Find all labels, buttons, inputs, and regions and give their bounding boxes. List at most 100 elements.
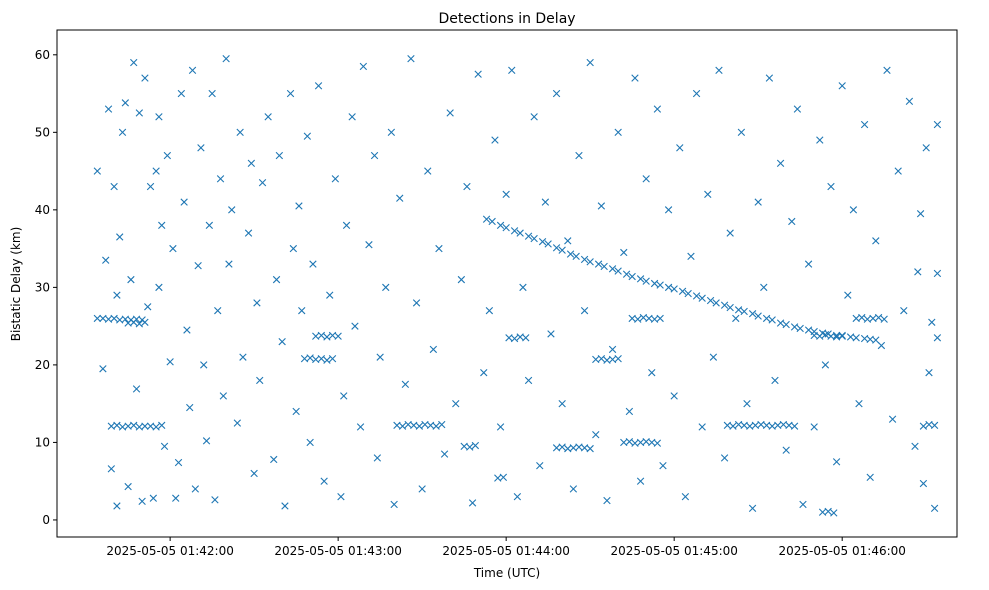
point-noise-51 bbox=[236, 128, 244, 137]
point-noise-156 bbox=[760, 283, 768, 292]
point-noise-187 bbox=[922, 144, 930, 152]
point-noise-35 bbox=[188, 66, 197, 75]
point-target-track-39 bbox=[754, 312, 762, 320]
point-noise-26 bbox=[163, 151, 172, 160]
point-target-track-2 bbox=[496, 221, 505, 230]
point-noise-30 bbox=[174, 458, 183, 467]
point-noise-109 bbox=[496, 423, 505, 431]
point-noise-150 bbox=[726, 229, 734, 237]
point-noise-105 bbox=[474, 70, 482, 78]
point-clutter-bands-94 bbox=[874, 313, 883, 322]
y-tick-label: 30 bbox=[35, 280, 50, 294]
point-clutter-bands-27 bbox=[323, 356, 331, 364]
point-noise-183 bbox=[911, 442, 919, 450]
point-noise-22 bbox=[155, 283, 163, 292]
point-target-track-17 bbox=[600, 262, 608, 271]
point-noise-185 bbox=[916, 210, 925, 218]
point-noise-135 bbox=[642, 175, 650, 183]
chart-title: Detections in Delay bbox=[438, 11, 575, 27]
point-clutter-bands-3 bbox=[110, 314, 118, 323]
point-noise-72 bbox=[309, 260, 317, 268]
point-noise-55 bbox=[250, 469, 258, 478]
point-clutter-bands-63 bbox=[614, 355, 622, 363]
point-noise-103 bbox=[463, 182, 471, 191]
point-noise-21 bbox=[152, 167, 160, 175]
x-tick-label: 2025-05-05 01:46:00 bbox=[778, 544, 905, 558]
point-target-track-24 bbox=[650, 279, 659, 288]
point-noise-167 bbox=[821, 361, 830, 369]
point-target-track-35 bbox=[726, 303, 734, 312]
point-clutter-bands-76 bbox=[653, 439, 662, 447]
point-noise-177 bbox=[877, 341, 886, 350]
point-noise-149 bbox=[720, 454, 729, 462]
point-clutter-bands-18 bbox=[158, 421, 166, 430]
point-target-track-38 bbox=[748, 310, 757, 318]
point-noise-36 bbox=[191, 485, 200, 493]
point-clutter-bands-24 bbox=[306, 354, 314, 362]
point-noise-7 bbox=[113, 502, 121, 510]
point-noise-53 bbox=[244, 229, 253, 237]
point-target-track-40 bbox=[762, 314, 771, 323]
point-target-track-8 bbox=[538, 237, 547, 246]
point-noise-33 bbox=[183, 326, 191, 334]
point-noise-136 bbox=[648, 368, 656, 377]
point-noise-18 bbox=[144, 303, 152, 311]
point-noise-112 bbox=[513, 492, 522, 501]
point-noise-161 bbox=[788, 217, 796, 226]
point-noise-130 bbox=[614, 128, 622, 137]
point-noise-83 bbox=[359, 62, 368, 71]
point-clutter-bands-51 bbox=[522, 334, 530, 342]
point-noise-158 bbox=[771, 376, 779, 385]
point-target-track-32 bbox=[706, 296, 715, 305]
point-noise-76 bbox=[331, 175, 340, 183]
point-noise-174 bbox=[860, 120, 869, 129]
point-noise-43 bbox=[211, 496, 219, 504]
point-noise-176 bbox=[872, 237, 880, 245]
point-clutter-bands-58 bbox=[586, 444, 594, 453]
point-noise-61 bbox=[272, 275, 281, 284]
point-noise-106 bbox=[480, 368, 488, 377]
point-clutter-bands-44 bbox=[466, 443, 474, 451]
point-noise-19 bbox=[146, 182, 155, 191]
point-clutter-bands-97 bbox=[824, 507, 832, 516]
point-noise-45 bbox=[216, 175, 225, 183]
point-target-track-18 bbox=[608, 265, 617, 273]
point-clutter-bands-28 bbox=[328, 355, 337, 363]
point-clutter-bands-98 bbox=[830, 509, 838, 517]
point-noise-54 bbox=[247, 159, 256, 168]
point-noise-125 bbox=[586, 58, 594, 67]
point-noise-116 bbox=[536, 461, 544, 470]
point-target-track-43 bbox=[782, 320, 790, 329]
point-noise-27 bbox=[166, 358, 174, 366]
point-target-track-53 bbox=[852, 334, 860, 342]
point-target-track-23 bbox=[642, 277, 650, 285]
point-clutter-bands-49 bbox=[510, 334, 519, 343]
point-target-track-34 bbox=[720, 301, 729, 309]
point-noise-28 bbox=[169, 244, 177, 253]
point-noise-79 bbox=[342, 221, 351, 230]
point-noise-193 bbox=[933, 334, 942, 342]
point-clutter-bands-78 bbox=[729, 422, 737, 430]
point-noise-96 bbox=[424, 167, 432, 175]
x-tick-label: 2025-05-05 01:44:00 bbox=[442, 544, 569, 558]
point-clutter-bands-53 bbox=[558, 443, 566, 451]
point-noise-138 bbox=[659, 461, 667, 470]
point-noise-42 bbox=[208, 89, 216, 98]
point-noise-15 bbox=[135, 109, 144, 117]
point-target-track-25 bbox=[656, 281, 664, 289]
point-clutter-bands-21 bbox=[135, 320, 144, 328]
point-noise-163 bbox=[799, 500, 807, 509]
point-target-track-1 bbox=[488, 217, 496, 226]
point-clutter-bands-47 bbox=[499, 473, 508, 481]
point-noise-49 bbox=[228, 206, 236, 214]
point-noise-171 bbox=[844, 291, 852, 299]
point-noise-157 bbox=[765, 74, 774, 82]
point-noise-172 bbox=[849, 206, 858, 214]
point-noise-117 bbox=[541, 198, 550, 206]
point-noise-62 bbox=[275, 151, 284, 160]
point-clutter-bands-65 bbox=[634, 315, 642, 323]
point-noise-144 bbox=[692, 89, 701, 98]
point-noise-151 bbox=[732, 314, 740, 323]
point-clutter-bands-103 bbox=[832, 333, 841, 341]
point-noise-190 bbox=[930, 504, 939, 513]
